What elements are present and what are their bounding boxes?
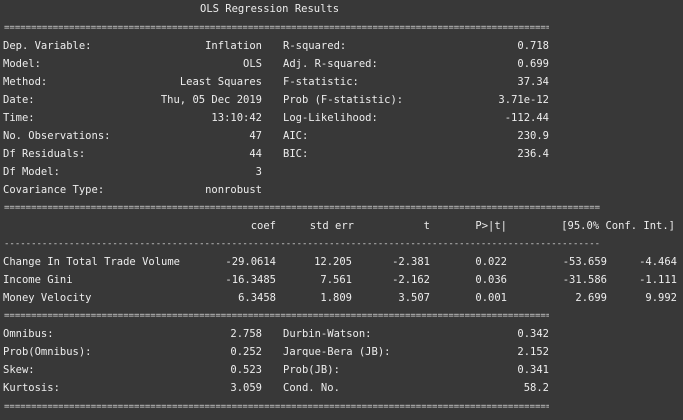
summary-label: Df Model: [3, 166, 60, 178]
variable-name: Income Gini [3, 274, 73, 286]
summary-label: No. Observations: [3, 130, 111, 142]
p-value: 0.022 [475, 256, 507, 268]
diagnostic-label: Prob(JB): [283, 364, 340, 376]
summary-label: Df Residuals: [3, 148, 86, 160]
diagnostic-value: 0.523 [230, 364, 262, 376]
column-header: t [423, 220, 430, 232]
diagnostic-value: 0.341 [517, 364, 549, 376]
diagnostic-value: 2.152 [517, 346, 549, 358]
summary-label: Log-Likelihood: [283, 112, 378, 124]
double-rule: ========================================… [4, 24, 549, 32]
variable-name: Money Velocity [3, 292, 92, 304]
column-header: [95.0% Conf. Int.] [561, 220, 675, 232]
summary-label: Prob (F-statistic): [283, 94, 404, 106]
ci-upper-value: -4.464 [639, 256, 677, 268]
p-value: 0.001 [475, 292, 507, 304]
summary-value: nonrobust [205, 184, 262, 196]
ci-lower-value: 2.699 [575, 292, 607, 304]
summary-value: 3 [255, 166, 262, 178]
summary-label: Method: [3, 76, 48, 88]
summary-label: Date: [3, 94, 35, 106]
ci-upper-value: 9.992 [645, 292, 677, 304]
diagnostic-value: 0.252 [230, 346, 262, 358]
column-header: P>|t| [475, 220, 507, 232]
ci-lower-value: -31.586 [562, 274, 607, 286]
summary-label: Dep. Variable: [3, 40, 92, 52]
t-value: -2.162 [392, 274, 430, 286]
summary-value: 13:10:42 [211, 112, 262, 124]
column-header: std err [309, 220, 354, 232]
double-rule: ========================================… [4, 204, 601, 212]
summary-value: -112.44 [504, 112, 549, 124]
p-value: 0.036 [475, 274, 507, 286]
ci-lower-value: -53.659 [562, 256, 607, 268]
coef-value: 6.3458 [238, 292, 276, 304]
column-header: coef [250, 220, 276, 232]
stderr-value: 7.561 [320, 274, 352, 286]
summary-label: Time: [3, 112, 35, 124]
summary-value: Inflation [205, 40, 262, 52]
summary-label: AIC: [283, 130, 309, 142]
summary-value: 44 [249, 148, 262, 160]
summary-label: Adj. R-squared: [283, 58, 378, 70]
summary-value: 0.718 [517, 40, 549, 52]
summary-label: F-statistic: [283, 76, 359, 88]
summary-value: OLS [243, 58, 262, 70]
diagnostic-label: Omnibus: [3, 328, 54, 340]
ci-upper-value: -1.111 [639, 274, 677, 286]
summary-value: 3.71e-12 [498, 94, 549, 106]
diagnostic-label: Prob(Omnibus): [3, 346, 92, 358]
summary-label: R-squared: [283, 40, 347, 52]
diagnostic-label: Skew: [3, 364, 35, 376]
summary-value: 37.34 [517, 76, 549, 88]
diagnostic-value: 58.2 [523, 382, 549, 394]
diagnostic-value: 3.059 [230, 382, 262, 394]
stderr-value: 1.809 [320, 292, 352, 304]
summary-value: 47 [249, 130, 262, 142]
summary-label: Covariance Type: [3, 184, 105, 196]
diagnostic-label: Jarque-Bera (JB): [283, 346, 391, 358]
summary-label: Model: [3, 58, 41, 70]
double-rule: ========================================… [4, 403, 549, 411]
diagnostic-label: Durbin-Watson: [283, 328, 372, 340]
t-value: -2.381 [392, 256, 430, 268]
summary-value: Thu, 05 Dec 2019 [160, 94, 262, 106]
diagnostic-label: Kurtosis: [3, 382, 60, 394]
stderr-value: 12.205 [314, 256, 352, 268]
single-rule: ----------------------------------------… [4, 240, 601, 248]
diagnostic-value: 2.758 [230, 328, 262, 340]
summary-value: 0.699 [517, 58, 549, 70]
diagnostic-value: 0.342 [517, 328, 549, 340]
t-value: 3.507 [398, 292, 430, 304]
results-title: OLS Regression Results [200, 3, 340, 15]
double-rule: ========================================… [4, 312, 549, 320]
summary-value: Least Squares [179, 76, 262, 88]
variable-name: Change In Total Trade Volume [3, 256, 181, 268]
summary-value: 236.4 [517, 148, 549, 160]
coef-value: -16.3485 [225, 274, 276, 286]
summary-label: BIC: [283, 148, 309, 160]
coef-value: -29.0614 [225, 256, 276, 268]
diagnostic-label: Cond. No. [283, 382, 340, 394]
summary-value: 230.9 [517, 130, 549, 142]
